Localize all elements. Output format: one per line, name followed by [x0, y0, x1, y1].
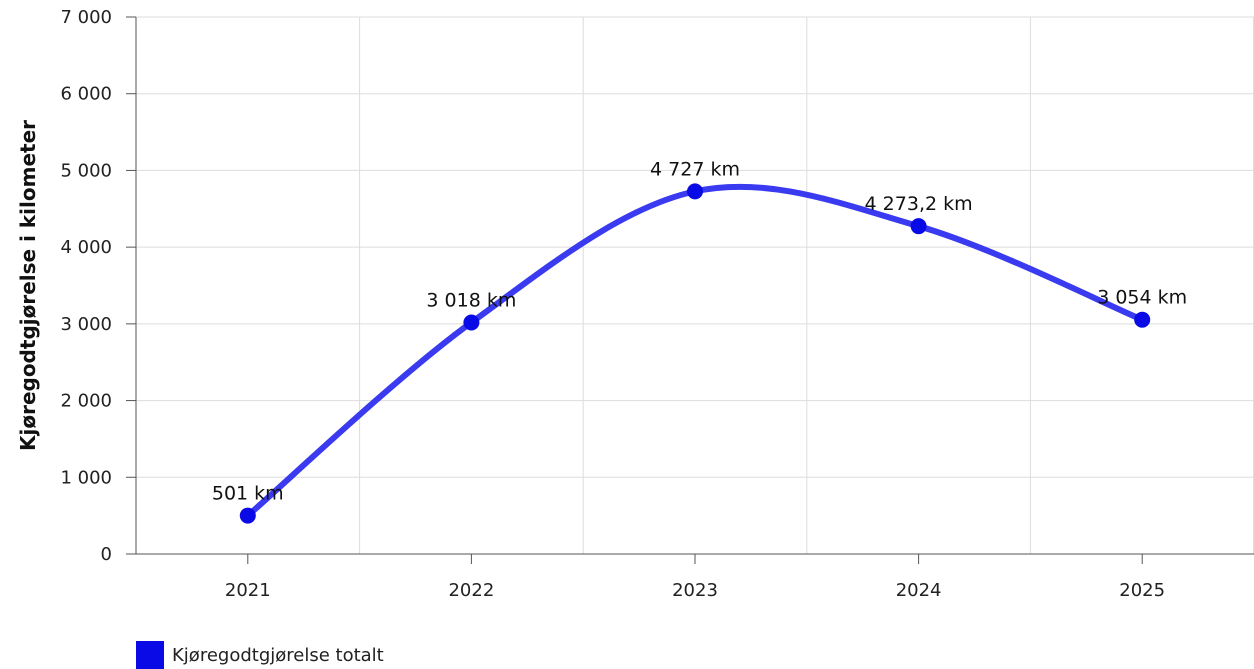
- data-label: 3 054 km: [1097, 287, 1187, 309]
- data-point: [687, 183, 703, 200]
- axes: [135, 17, 1254, 555]
- data-point: [463, 314, 480, 331]
- data-point: [910, 218, 927, 235]
- data-labels: 501 km 3 018 km 4 727 km 4 273,2 km 3 054 km: [212, 158, 1187, 504]
- y-tick-label: 2 000: [60, 391, 112, 412]
- x-tick-label: 2023: [672, 580, 718, 601]
- series-layer: [239, 183, 1151, 524]
- data-label: 4 273,2 km: [865, 193, 973, 215]
- y-tick-label: 1 000: [60, 467, 112, 488]
- series-line: [244, 183, 1146, 519]
- legend: Kjøregodtgjørelse totalt: [136, 641, 384, 669]
- grid-lines: [136, 16, 1254, 554]
- data-point: [239, 507, 256, 524]
- y-tick-label: 3 000: [60, 314, 112, 335]
- y-axis-ticks: 0 1 000 2 000 3 000 4 000 5 000 6 000 7 000: [60, 7, 136, 565]
- legend-swatch: [136, 641, 164, 669]
- data-point: [1134, 311, 1151, 328]
- data-label: 3 018 km: [426, 289, 516, 311]
- x-tick-label: 2022: [448, 580, 494, 601]
- line-chart: 0 1 000 2 000 3 000 4 000 5 000 6 000 7 000 202…: [16, 7, 1254, 601]
- y-tick-label: 5 000: [60, 160, 112, 181]
- y-tick-label: 0: [101, 544, 112, 565]
- y-tick-label: 6 000: [60, 84, 112, 105]
- y-tick-label: 4 000: [60, 237, 112, 258]
- data-label: 4 727 km: [650, 158, 740, 180]
- legend-label: Kjøregodtgjørelse totalt: [172, 644, 384, 666]
- y-axis-title: Kjøregodtgjørelse i kilometer: [16, 120, 40, 451]
- y-tick-label: 7 000: [60, 7, 112, 28]
- x-axis-ticks: 2021 2022 2023 2024 2025: [225, 554, 1165, 601]
- x-tick-label: 2024: [896, 580, 942, 601]
- x-tick-label: 2021: [225, 580, 271, 601]
- x-tick-label: 2025: [1119, 580, 1165, 601]
- data-label: 501 km: [212, 483, 284, 505]
